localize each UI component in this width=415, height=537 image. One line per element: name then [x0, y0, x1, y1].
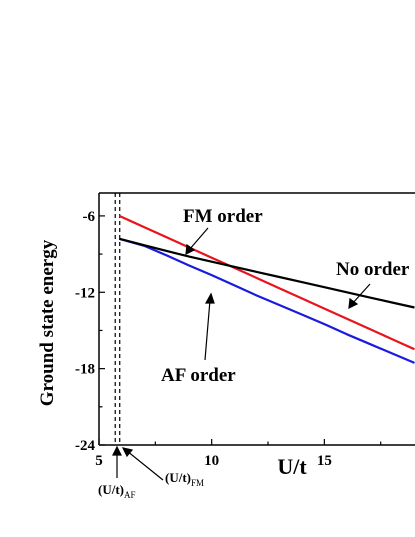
ufm-label: (U/t)FM — [165, 470, 204, 488]
y-tick-label: -18 — [75, 362, 95, 378]
no-order-arrow — [351, 283, 371, 305]
series-line-af-order — [119, 237, 415, 364]
uaf-label: (U/t)AF — [98, 482, 136, 500]
no-order-label: No order — [336, 259, 410, 280]
vertical-markers — [114, 193, 121, 445]
fm-order-label: FM order — [183, 206, 263, 227]
tick-labels: -6 -12 -18 -245 10 15 — [75, 209, 332, 469]
y-tick-label: -12 — [75, 285, 95, 301]
ufm-arrow-head — [121, 447, 134, 458]
annotation-arrows — [112, 227, 371, 481]
af-arrow-head — [204, 292, 215, 304]
x-tick-label: 5 — [95, 453, 103, 469]
y-axis-label: Ground state energy — [37, 239, 58, 406]
af-arrow — [204, 299, 211, 361]
series-line-fm-order — [118, 214, 415, 351]
x-axis-label: U/t — [277, 454, 307, 479]
af-order-label: AF order — [161, 365, 236, 386]
fm-arrow-head — [185, 243, 196, 256]
x-tick-label: 10 — [204, 453, 219, 469]
fm-arrow — [188, 227, 209, 251]
no-order-arrow-head — [348, 297, 359, 310]
y-tick-label: -24 — [75, 438, 95, 454]
ufm-arrow — [126, 450, 164, 481]
axes — [98, 192, 415, 446]
series-group — [118, 214, 415, 364]
y-tick-label: -6 — [83, 209, 96, 225]
uaf-arrow-head — [112, 445, 122, 456]
series-line-no-order — [119, 237, 415, 309]
x-tick-label: 15 — [317, 453, 332, 469]
